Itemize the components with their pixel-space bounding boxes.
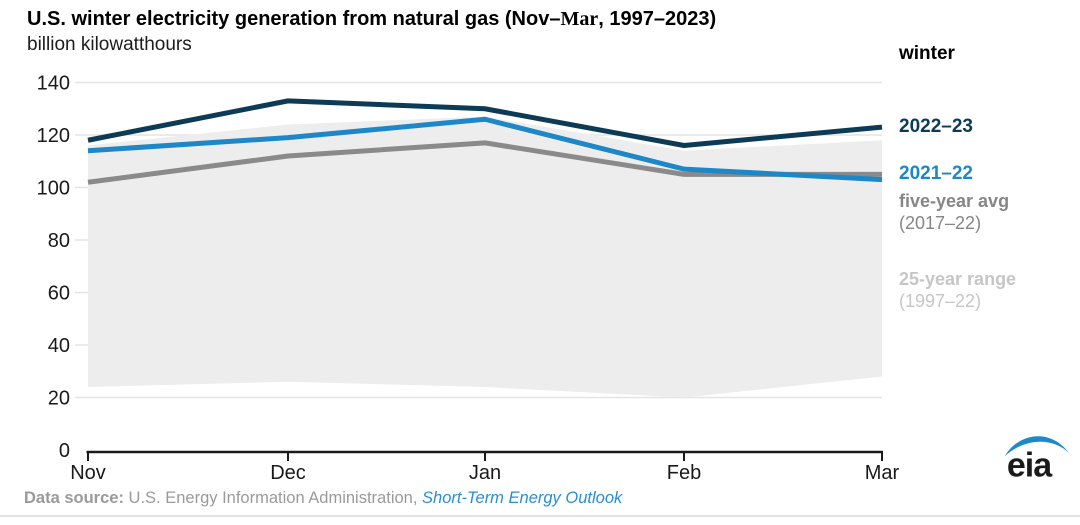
x-tick-label: Nov [70, 462, 106, 484]
data-source-text: U.S. Energy Information Administration, [123, 489, 423, 507]
range-band [88, 116, 882, 398]
bottom-divider [0, 515, 1080, 517]
y-tick-label: 20 [48, 388, 70, 410]
x-tick-label: Jan [469, 462, 501, 484]
legend-item-five-year-avg-years: (2017–22) [899, 213, 982, 233]
legend-item-2022-23: 2022–23 [899, 116, 973, 137]
eia-logo-text: eia [1007, 446, 1053, 484]
data-source-label: Data source: [24, 489, 124, 507]
legend-item-25-year-range: 25-year range [899, 269, 1017, 289]
legend-item-2021-22: 2021–22 [899, 163, 973, 184]
page-title: U.S. winter electricity generation from … [27, 8, 716, 31]
title-text: U.S. winter electricity generation from … [27, 8, 561, 30]
y-tick-label: 0 [59, 440, 70, 462]
x-tick-label: Dec [270, 462, 306, 484]
title-text-serif: Mar [560, 8, 599, 30]
legend-header: winter [899, 43, 955, 64]
eia-logo-swoosh-icon [1004, 436, 1070, 456]
y-tick-label: 100 [37, 178, 70, 200]
series-line-2022-23 [87, 98, 883, 148]
data-source-link[interactable]: Short-Term Energy Outlook [422, 489, 623, 507]
legend-item-25-year-range-years: (1997–22) [899, 291, 982, 311]
x-tick-label: Mar [865, 462, 900, 484]
data-source-note: Data source: U.S. Energy Information Adm… [24, 489, 622, 508]
legend-item-five-year-avg: five-year avg [899, 191, 1010, 211]
y-tick-label: 80 [48, 230, 70, 252]
y-tick-label: 60 [48, 283, 70, 305]
y-tick-label: 120 [37, 125, 70, 147]
eia-logo: eia [1004, 436, 1070, 484]
y-axis-unit-label: billion kilowatthours [27, 34, 192, 55]
y-tick-label: 40 [48, 335, 70, 357]
series-line-2021-22 [87, 116, 883, 183]
x-tick-label: Feb [667, 462, 701, 484]
y-tick-label: 140 [37, 73, 70, 95]
title-text-tail: , 1997–2023) [598, 8, 717, 30]
